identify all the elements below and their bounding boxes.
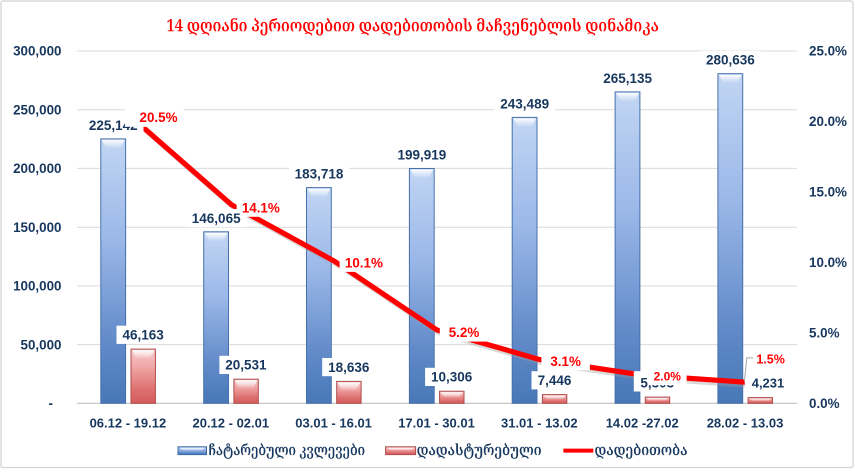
svg-text:10,306: 10,306: [431, 370, 473, 385]
svg-text:150,000: 150,000: [13, 220, 61, 235]
svg-text:5.0%: 5.0%: [809, 326, 840, 341]
svg-text:280,636: 280,636: [706, 53, 755, 68]
svg-text:28.02 - 13.03: 28.02 - 13.03: [707, 416, 784, 431]
svg-text:10.0%: 10.0%: [809, 255, 847, 270]
svg-text:2.0%: 2.0%: [654, 370, 682, 384]
svg-text:17.01 - 30.01: 17.01 - 30.01: [398, 416, 475, 431]
svg-text:243,489: 243,489: [500, 96, 549, 111]
svg-text:199,919: 199,919: [397, 148, 446, 163]
svg-text:31.01 - 13.02: 31.01 - 13.02: [501, 416, 578, 431]
svg-text:20.0%: 20.0%: [809, 114, 847, 129]
svg-text:100,000: 100,000: [13, 279, 61, 294]
svg-text:200,000: 200,000: [13, 161, 61, 176]
svg-text:-: -: [49, 396, 53, 411]
svg-text:06.12 - 19.12: 06.12 - 19.12: [90, 416, 167, 431]
svg-text:18,636: 18,636: [328, 360, 370, 375]
svg-text:46,163: 46,163: [122, 328, 164, 343]
svg-text:5.2%: 5.2%: [449, 325, 480, 340]
svg-text:3.1%: 3.1%: [550, 354, 581, 369]
svg-text:1.5%: 1.5%: [756, 353, 785, 367]
svg-text:20,531: 20,531: [225, 358, 267, 373]
svg-text:20.12 - 02.01: 20.12 - 02.01: [192, 416, 269, 431]
svg-text:7,446: 7,446: [538, 373, 572, 388]
svg-text:25.0%: 25.0%: [809, 44, 847, 59]
svg-text:265,135: 265,135: [603, 71, 652, 86]
svg-text:250,000: 250,000: [13, 102, 61, 117]
svg-text:50,000: 50,000: [21, 337, 62, 352]
svg-text:183,718: 183,718: [295, 167, 344, 182]
svg-text:20.5%: 20.5%: [140, 110, 178, 125]
svg-text:0.0%: 0.0%: [809, 396, 840, 411]
svg-text:146,065: 146,065: [192, 211, 241, 226]
svg-text:10.1%: 10.1%: [345, 256, 383, 271]
svg-text:03.01 - 16.01: 03.01 - 16.01: [295, 416, 372, 431]
svg-text:300,000: 300,000: [13, 44, 61, 59]
svg-text:14.1%: 14.1%: [242, 200, 280, 215]
svg-text:15.0%: 15.0%: [809, 185, 847, 200]
svg-text:4,231: 4,231: [752, 376, 785, 391]
svg-text:14.02 -27.02: 14.02 -27.02: [606, 416, 679, 431]
